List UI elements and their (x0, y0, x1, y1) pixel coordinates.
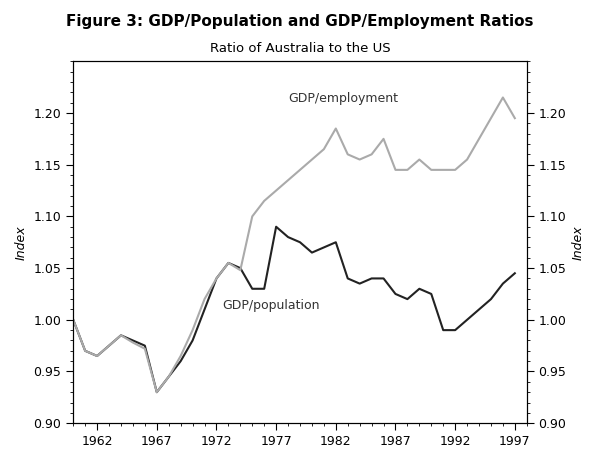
Text: Ratio of Australia to the US: Ratio of Australia to the US (209, 42, 391, 55)
Text: GDP/population: GDP/population (223, 299, 320, 312)
Y-axis label: Index: Index (572, 225, 585, 260)
Y-axis label: Index: Index (15, 225, 28, 260)
Text: Figure 3: GDP/Population and GDP/Employment Ratios: Figure 3: GDP/Population and GDP/Employm… (66, 14, 534, 29)
Text: GDP/employment: GDP/employment (288, 92, 398, 105)
